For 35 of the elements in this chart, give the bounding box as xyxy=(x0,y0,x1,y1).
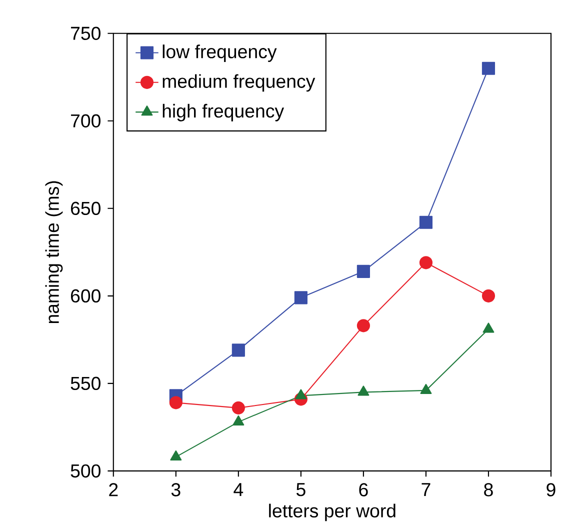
y-axis-title: naming time (ms) xyxy=(45,181,63,323)
point xyxy=(169,396,182,410)
point xyxy=(232,415,244,426)
x-tick-label: 5 xyxy=(296,482,306,496)
point xyxy=(232,343,245,357)
point xyxy=(294,290,308,304)
point xyxy=(356,264,370,278)
y-tick-label: 700 xyxy=(71,114,100,128)
point xyxy=(295,388,307,400)
point xyxy=(482,62,496,75)
point xyxy=(482,289,496,302)
point xyxy=(170,450,182,460)
point xyxy=(419,256,433,270)
y-tick-label: 500 xyxy=(70,464,100,478)
point xyxy=(420,384,432,394)
legend-label: high frequency xyxy=(162,104,284,122)
legend-label: medium frequency xyxy=(162,74,316,92)
point xyxy=(232,401,245,414)
y-tick-label: 650 xyxy=(70,202,100,215)
point xyxy=(356,318,370,332)
legend-label: low frequency xyxy=(162,44,277,62)
y-tick-label: 550 xyxy=(70,376,100,390)
point xyxy=(419,216,433,229)
x-tick-label: 4 xyxy=(234,482,244,496)
y-tick-label: 600 xyxy=(70,289,100,302)
x-tick-label: 3 xyxy=(171,482,180,496)
y-tick-label: 750 xyxy=(71,26,100,40)
x-tick-label: 2 xyxy=(109,482,118,496)
x-tick-label: 7 xyxy=(422,482,430,496)
x-tick-label: 6 xyxy=(359,482,368,496)
x-tick-label: 9 xyxy=(546,482,556,496)
point xyxy=(482,322,494,333)
x-axis-title: letters per word xyxy=(269,504,396,521)
point xyxy=(358,385,370,396)
x-tick-label: 8 xyxy=(484,482,493,496)
